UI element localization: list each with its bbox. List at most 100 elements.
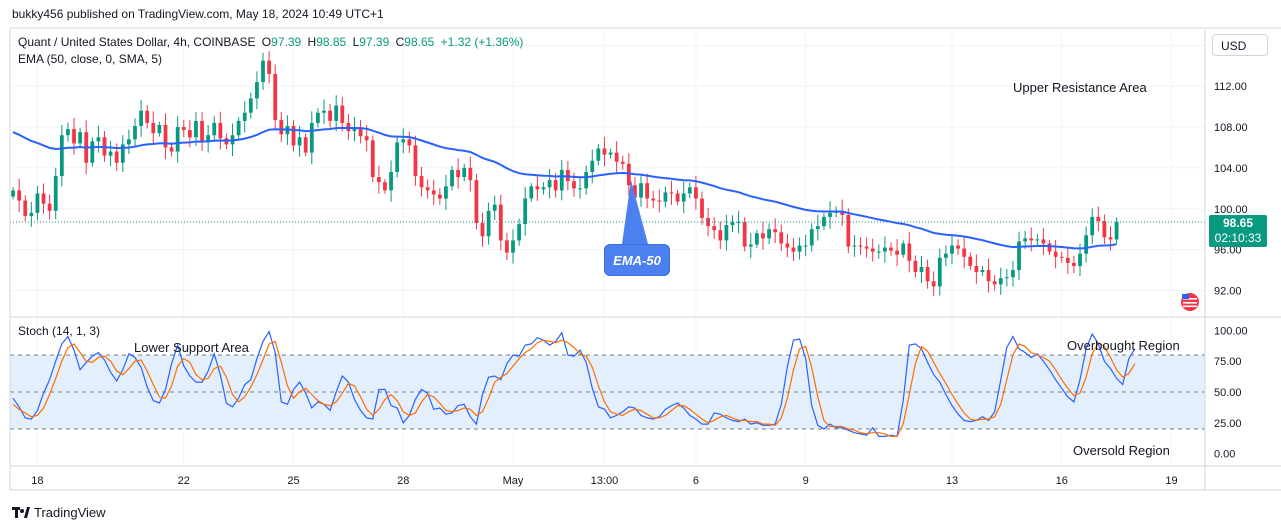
candle-body (1090, 216, 1095, 236)
candle-body (248, 98, 253, 113)
price-tick-label: 96.00 (1214, 245, 1242, 257)
candle-body (370, 140, 375, 178)
candle-body (1053, 251, 1058, 257)
oversold-label: Oversold Region (1073, 443, 1170, 458)
candle-body (309, 122, 314, 153)
flag-icon[interactable] (1181, 293, 1199, 311)
candle-body (761, 233, 765, 239)
candle-body (681, 193, 686, 202)
candle-body (303, 137, 308, 153)
candle-body (541, 187, 546, 190)
candle-body (35, 193, 40, 213)
overbought-label: Overbought Region (1067, 338, 1180, 353)
candle-body (456, 169, 461, 178)
candle-body (511, 240, 515, 253)
stoch-d-line (12, 339, 1136, 437)
candle-body (297, 137, 302, 146)
candle-body (358, 127, 363, 137)
stoch-tick-label: 25.00 (1214, 418, 1242, 430)
candle-body (334, 105, 339, 121)
candle-body (133, 126, 137, 140)
candle-body (401, 139, 406, 143)
candle-body (407, 139, 412, 146)
candle-body (1047, 243, 1052, 252)
candle-body (72, 129, 76, 144)
ohlc-o: O97.39 (261, 35, 302, 49)
candle-body (206, 135, 211, 143)
candle-body (498, 204, 503, 241)
candle-body (736, 222, 741, 224)
candle-body (175, 127, 180, 152)
candle-body (986, 270, 991, 282)
candle-body (602, 148, 607, 155)
tradingview-logo[interactable]: TradingView (12, 505, 106, 520)
candle-body (791, 247, 796, 252)
candle-body (1035, 239, 1040, 241)
candle-body (712, 226, 717, 231)
candle-body (316, 112, 320, 123)
candle-body (559, 169, 564, 191)
ema-legend[interactable]: EMA (50, close, 0, SMA, 5) (18, 52, 163, 66)
candle-body (181, 127, 186, 131)
candle-body (889, 247, 893, 251)
candle-body (742, 222, 747, 247)
candle-body (815, 226, 820, 230)
tradingview-logo-icon (12, 506, 30, 518)
candle-body (718, 230, 723, 241)
candle-body (626, 163, 631, 186)
candle-body (876, 251, 881, 253)
candle-body (590, 160, 595, 172)
stoch-tick-label: 0.00 (1214, 449, 1235, 461)
candle-body (157, 124, 162, 134)
candle-body (968, 256, 973, 266)
candle-body (754, 233, 759, 245)
candle-body (657, 200, 662, 202)
candle-body (255, 82, 259, 99)
price-change: +1.32 (+1.36%) (440, 35, 524, 49)
candle-body (992, 281, 997, 285)
time-tick-label: 9 (803, 475, 809, 487)
candle-body (840, 210, 845, 215)
ohlc-c: C98.65 (395, 35, 435, 49)
stoch-legend[interactable]: Stoch (14, 1, 3) (18, 324, 101, 338)
candle-body (194, 120, 198, 138)
candle-body (505, 240, 509, 253)
candle-body (553, 180, 558, 191)
candle-body (212, 122, 217, 136)
candle-body (1114, 222, 1119, 240)
candle-body (998, 278, 1003, 285)
candle-body (322, 110, 326, 113)
price-tick-label: 112.00 (1214, 81, 1247, 93)
candle-body (108, 151, 113, 156)
candle-body (937, 257, 942, 287)
candle-body (608, 152, 613, 155)
candle-body (1011, 270, 1015, 278)
currency-button[interactable]: USD (1212, 34, 1268, 56)
candle-body (956, 245, 960, 249)
candle-body (858, 245, 863, 247)
symbol-legend[interactable]: Quant / United States Dollar, 4h, COINBA… (18, 35, 523, 49)
time-tick-label: 13:00 (591, 475, 619, 487)
candle-body (687, 187, 692, 194)
time-tick-label: 28 (397, 475, 409, 487)
candle-body (822, 216, 826, 227)
candle-body (809, 229, 814, 246)
candle-body (645, 183, 650, 199)
candle-body (444, 186, 448, 199)
candle-body (980, 270, 985, 273)
candle-body (187, 130, 192, 138)
candle-body (852, 245, 857, 247)
candle-body (474, 180, 479, 224)
candle-body (145, 110, 150, 123)
candle-body (151, 122, 156, 134)
symbol-title: Quant / United States Dollar, 4h, COINBA… (18, 35, 256, 49)
candle-body (730, 222, 735, 226)
candle-body (517, 224, 521, 241)
candle-body (596, 148, 601, 161)
candle-body (328, 110, 332, 121)
ema-callout-pointer (622, 180, 648, 244)
candle-body (1041, 239, 1046, 244)
time-tick-label: 18 (31, 475, 43, 487)
candle-body (468, 167, 473, 181)
